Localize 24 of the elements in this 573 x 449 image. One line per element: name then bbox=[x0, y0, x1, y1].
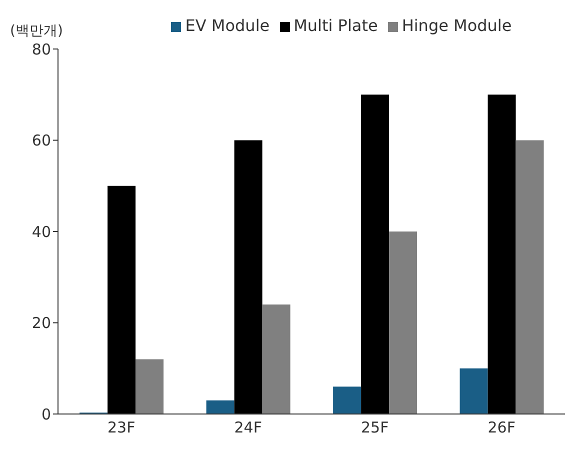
bar bbox=[361, 94, 390, 414]
legend-label: Multi Plate bbox=[294, 16, 378, 35]
y-tick-label: 0 bbox=[41, 405, 51, 424]
bar bbox=[516, 140, 544, 414]
bar bbox=[234, 140, 262, 414]
y-tick-label: 20 bbox=[32, 314, 51, 332]
y-tick-label: 40 bbox=[32, 222, 51, 241]
y-tick-label: 60 bbox=[32, 132, 51, 150]
y-tick-label: 80 bbox=[32, 40, 51, 58]
bar bbox=[488, 94, 516, 414]
bar bbox=[460, 368, 488, 414]
bar bbox=[262, 304, 290, 414]
bar bbox=[136, 359, 164, 414]
bar bbox=[108, 186, 136, 414]
legend-label: EV Module bbox=[185, 16, 270, 35]
bar bbox=[206, 400, 234, 414]
bar bbox=[389, 232, 418, 414]
x-tick-label: 26F bbox=[488, 418, 516, 437]
y-axis-title: (백만개) bbox=[10, 22, 63, 40]
x-tick-label: 24F bbox=[234, 418, 262, 437]
x-tick-label: 25F bbox=[361, 418, 389, 437]
x-tick-label: 23F bbox=[108, 418, 136, 437]
bar bbox=[333, 386, 362, 414]
legend-label: Hinge Module bbox=[402, 16, 512, 35]
